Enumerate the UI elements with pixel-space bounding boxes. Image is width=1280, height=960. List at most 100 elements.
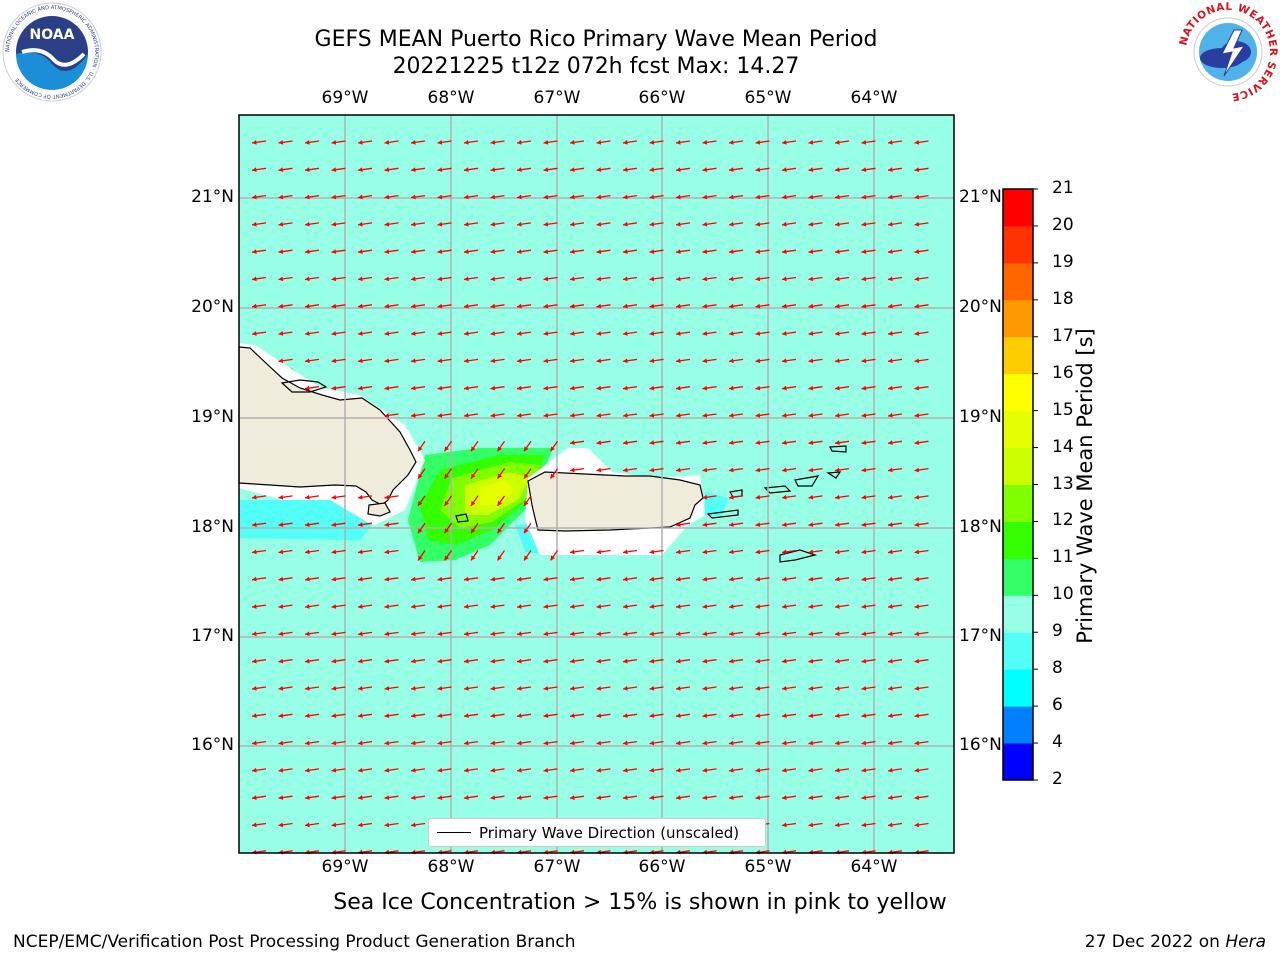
wave-arrow-head xyxy=(835,194,840,200)
wave-arrow-head xyxy=(835,303,840,309)
wave-arrow-head xyxy=(384,631,390,637)
wave-arrow-head xyxy=(444,555,449,561)
wave-arrow-head xyxy=(411,358,416,364)
wave-arrow-head xyxy=(464,713,469,719)
wave-arrow-head xyxy=(782,494,787,500)
lon-label-top: 66°W xyxy=(638,88,686,108)
colorbar-tick-label: 16 xyxy=(1052,362,1074,383)
wave-arrow-head xyxy=(861,440,867,446)
wave-arrow-head xyxy=(543,249,549,254)
wave-arrow-head xyxy=(471,555,476,561)
wave-arrow-head xyxy=(543,358,549,364)
wave-arrow-head xyxy=(861,194,867,200)
colorbar-segment xyxy=(1003,706,1033,744)
wave-arrow-head xyxy=(676,413,681,418)
wave-arrow-head xyxy=(305,822,310,828)
wave-arrow-head xyxy=(252,303,257,309)
wave-arrow-head xyxy=(755,413,761,418)
wave-arrow-head xyxy=(914,549,920,555)
wave-arrow-head xyxy=(729,249,734,254)
wave-arrow-head xyxy=(305,795,310,800)
wave-arrow-head xyxy=(543,767,549,773)
wave-arrow-head xyxy=(464,140,469,145)
wave-arrow-head xyxy=(384,604,390,609)
wave-arrow-head xyxy=(649,413,655,418)
colorbar-segment xyxy=(1003,595,1033,633)
wave-arrow-head xyxy=(437,686,443,691)
lat-label-left: 16°N xyxy=(191,735,234,755)
wave-arrow-head xyxy=(570,358,575,364)
wave-arrow-head xyxy=(305,276,310,282)
wave-arrow-head xyxy=(418,473,423,479)
wave-arrow-head xyxy=(649,549,655,555)
wave-arrow-head xyxy=(755,331,761,336)
wave-arrow-head xyxy=(358,494,363,500)
wave-arrow-head xyxy=(782,740,787,746)
wave-arrow-head xyxy=(331,576,337,582)
wave-arrow-head xyxy=(835,494,840,500)
lat-label-left: 21°N xyxy=(191,187,234,207)
wave-arrow-head xyxy=(702,331,708,336)
wave-arrow-head xyxy=(596,385,602,391)
wave-arrow-head xyxy=(411,713,416,719)
wave-arrow-head xyxy=(888,631,893,637)
wave-arrow-head xyxy=(331,767,337,773)
wave-arrow-head xyxy=(517,140,522,145)
wave-arrow-head xyxy=(358,713,363,719)
wave-arrow-head xyxy=(252,194,257,200)
wave-arrow-head xyxy=(305,658,310,664)
wave-arrow-head xyxy=(278,522,284,527)
wave-arrow-head xyxy=(808,795,814,800)
wave-arrow-head xyxy=(835,822,840,828)
lon-label-top: 67°W xyxy=(533,88,581,108)
wave-arrow-head xyxy=(384,576,390,582)
period-region-8-9-pr xyxy=(705,492,728,516)
wave-arrow-head xyxy=(755,358,761,364)
wave-arrow-head xyxy=(543,331,549,336)
wave-arrow-head xyxy=(358,167,363,173)
wave-arrow-head xyxy=(676,303,681,309)
wave-arrow-head xyxy=(524,500,529,506)
wave-arrow-head xyxy=(490,795,496,800)
wave-arrow-head xyxy=(729,604,734,609)
colorbar-segment xyxy=(1003,262,1033,301)
wave-arrow-head xyxy=(596,140,602,145)
wave-arrow-head xyxy=(331,385,337,391)
wave-arrow-head xyxy=(570,740,575,746)
wave-arrow-head xyxy=(570,658,575,664)
wave-arrow-head xyxy=(808,576,814,582)
wave-arrow-head xyxy=(411,740,416,746)
wave-arrow-head xyxy=(702,686,708,691)
wave-arrow-head xyxy=(888,167,893,173)
wave-arrow-head xyxy=(914,303,920,309)
wave-arrow-head xyxy=(278,631,284,637)
wave-arrow-head xyxy=(384,494,390,500)
colorbar-tick-label: 18 xyxy=(1052,288,1074,309)
svg-text:NOAA: NOAA xyxy=(30,27,75,43)
wave-arrow-head xyxy=(596,604,602,609)
wave-arrow-head xyxy=(444,500,449,506)
wave-arrow-head xyxy=(596,276,602,282)
wave-arrow-head xyxy=(490,740,496,746)
wave-arrow-head xyxy=(755,522,761,527)
wave-arrow-head xyxy=(543,631,549,637)
colorbar-tick-label: 17 xyxy=(1052,325,1074,346)
wave-arrow-head xyxy=(278,713,284,719)
wave-arrow-head xyxy=(649,713,655,719)
wave-arrow-head xyxy=(782,221,787,227)
wave-arrow-head xyxy=(861,140,867,145)
wave-arrow-head xyxy=(305,631,310,637)
wave-arrow-head xyxy=(596,795,602,800)
wave-arrow-head xyxy=(331,194,337,200)
wave-arrow-head xyxy=(649,221,655,227)
wave-arrow-head xyxy=(623,249,628,254)
wave-arrow-head xyxy=(729,686,734,691)
wave-arrow-head xyxy=(358,303,363,309)
wave-arrow-head xyxy=(782,167,787,173)
wave-arrow-head xyxy=(623,167,628,173)
wave-arrow-head xyxy=(411,167,416,173)
wave-arrow-head xyxy=(755,249,761,254)
wave-arrow-head xyxy=(490,713,496,719)
wave-arrow-head xyxy=(782,440,787,446)
wave-arrow-head xyxy=(384,194,390,200)
